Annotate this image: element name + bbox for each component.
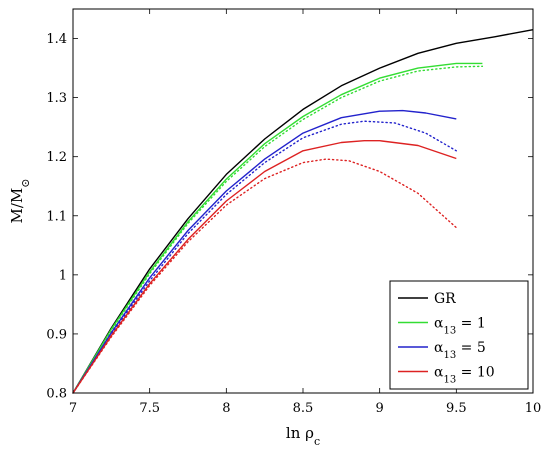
legend-label-base: α: [434, 365, 444, 381]
legend-label: α13 = 1: [434, 316, 486, 337]
legend-label-base: α: [434, 340, 444, 356]
series-layer: [72, 29, 534, 394]
x-tick-label: 7.5: [139, 401, 160, 416]
y-axis-label-main: M/M: [8, 188, 26, 224]
x-axis-label-text: ln ρc: [286, 424, 320, 448]
x-axis-label-main: ln ρ: [286, 424, 314, 442]
y-tick-label: 1.2: [46, 150, 67, 165]
legend-label-suffix: = 5: [456, 340, 486, 356]
y-tick-label: 0.8: [46, 387, 67, 402]
y-tick-label: 1: [59, 268, 67, 283]
series-line-6: [72, 158, 457, 394]
legend-label-base: GR: [434, 291, 456, 307]
series-line-1: [72, 62, 483, 394]
x-tick-label: 10: [525, 401, 542, 416]
legend-label: α13 = 5: [434, 340, 486, 361]
series-line-3: [72, 109, 457, 394]
x-tick-label: 8: [222, 401, 230, 416]
y-tick-label: 1.3: [46, 91, 67, 106]
x-tick-label: 8.5: [293, 401, 314, 416]
y-tick-label: 1.4: [46, 32, 67, 47]
legend-label-sub: 13: [443, 374, 456, 385]
legend-label-suffix: = 1: [456, 316, 486, 332]
series-line-0: [72, 29, 534, 394]
y-axis-label-text: M/M⊙: [8, 179, 32, 224]
y-axis-label: M/M⊙: [8, 179, 32, 224]
legend-label-sub: 13: [443, 325, 456, 336]
legend-label-base: α: [434, 316, 444, 332]
legend-label-suffix: = 10: [456, 365, 494, 381]
x-tick-label: 9: [376, 401, 384, 416]
x-tick-label: 7: [69, 401, 77, 416]
y-axis-label-sub: ⊙: [19, 179, 32, 188]
series-line-4: [72, 120, 457, 394]
x-axis-label: ln ρc: [286, 424, 320, 448]
x-axis-label-sub: c: [314, 435, 320, 448]
legend-label-sub: 13: [443, 350, 456, 361]
ticks-layer: 7 7.5 8 8.5 9 9.5 10 0.8 0.9 1 1.1 1.2 1.3 1.4: [46, 9, 541, 416]
legend-label: α13 = 10: [434, 365, 495, 386]
y-tick-label: 1.1: [46, 209, 67, 224]
x-tick-label: 9.5: [446, 401, 467, 416]
y-tick-label: 0.9: [46, 327, 67, 342]
legend-label: GR: [434, 291, 456, 307]
series-line-5: [72, 139, 457, 394]
series-line-2: [72, 65, 484, 394]
